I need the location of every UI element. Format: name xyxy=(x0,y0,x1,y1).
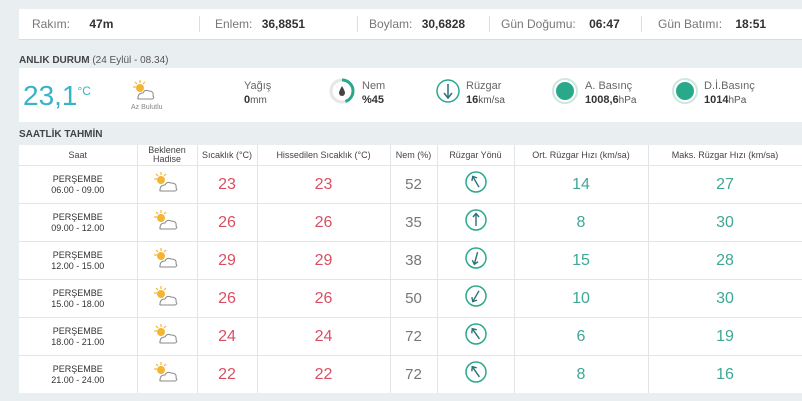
wind-direction-arrow-icon xyxy=(464,322,488,351)
longitude: Boylam: 30,6828 xyxy=(369,17,466,31)
table-row: PERŞEMBE 15.00 - 18.00 26 26 50 10 30 xyxy=(19,279,802,318)
cell-temp: 23 xyxy=(197,165,258,204)
cell-wind-dir xyxy=(437,279,515,318)
table-row: PERŞEMBE 21.00 - 24.00 22 22 72 8 16 xyxy=(19,355,802,393)
current-temperature: 23,1°C xyxy=(23,80,91,111)
cell-wind-max: 19 xyxy=(648,317,802,356)
wind-direction-arrow-icon xyxy=(464,360,488,389)
cell-wind-max: 30 xyxy=(648,279,802,318)
cell-humidity: 52 xyxy=(390,165,438,204)
cell-event xyxy=(137,203,198,242)
cell-event xyxy=(137,241,198,280)
cell-wind-avg: 15 xyxy=(514,241,649,280)
cell-period: PERŞEMBE 15.00 - 18.00 xyxy=(19,279,138,318)
current-title: ANLIK DURUM (24 Eylül - 08.34) xyxy=(19,55,169,66)
col-wind-avg: Ort. Rüzgar Hızı (km/sa) xyxy=(514,145,649,166)
latitude: Enlem: 36,8851 xyxy=(215,17,306,31)
cell-humidity: 38 xyxy=(390,241,438,280)
cell-wind-max: 16 xyxy=(648,355,802,393)
current-conditions: 23,1°C Az Bulutlu Yağış 0mm Nem %45 Rüzg… xyxy=(19,68,802,122)
cell-period: PERŞEMBE 12.00 - 15.00 xyxy=(19,241,138,280)
altitude: Rakım: 47m xyxy=(32,17,114,31)
pressure: A. Basınç 1008,6hPa xyxy=(585,80,637,106)
wind-direction-arrow-icon xyxy=(464,170,488,199)
cell-event xyxy=(137,165,198,204)
cell-feels: 26 xyxy=(257,203,391,242)
partly-sunny-icon xyxy=(131,78,157,107)
table-row: PERŞEMBE 09.00 - 12.00 26 26 35 8 30 xyxy=(19,203,802,242)
sunrise: Gün Doğumu: 06:47 xyxy=(501,17,620,31)
col-temp: Sıcaklık (°C) xyxy=(197,145,258,166)
cell-wind-dir xyxy=(437,165,515,204)
cell-period: PERŞEMBE 09.00 - 12.00 xyxy=(19,203,138,242)
cell-wind-max: 27 xyxy=(648,165,802,204)
partly-sunny-icon xyxy=(152,323,182,350)
cell-humidity: 35 xyxy=(390,203,438,242)
cell-temp: 26 xyxy=(197,279,258,318)
current-condition-text: Az Bulutlu xyxy=(131,104,163,111)
cell-wind-max: 28 xyxy=(648,241,802,280)
droplet-icon xyxy=(339,86,345,96)
col-wind-max: Maks. Rüzgar Hızı (km/sa) xyxy=(648,145,802,166)
cell-temp: 24 xyxy=(197,317,258,356)
cell-wind-dir xyxy=(437,355,515,393)
col-humidity: Nem (%) xyxy=(390,145,438,166)
sea-pressure-gauge-icon xyxy=(672,78,698,104)
partly-sunny-icon xyxy=(152,209,182,236)
cell-humidity: 72 xyxy=(390,355,438,393)
cell-feels: 24 xyxy=(257,317,391,356)
wind: Rüzgar 16km/sa xyxy=(466,80,505,106)
wind-direction-icon xyxy=(436,79,460,103)
cell-feels: 22 xyxy=(257,355,391,393)
col-event: Beklenen Hadise xyxy=(137,145,198,166)
col-time: Saat xyxy=(19,145,138,166)
cell-feels: 26 xyxy=(257,279,391,318)
wind-direction-arrow-icon xyxy=(464,246,488,275)
cell-wind-dir xyxy=(437,241,515,280)
cell-wind-avg: 6 xyxy=(514,317,649,356)
partly-sunny-icon xyxy=(152,285,182,312)
cell-event xyxy=(137,317,198,356)
partly-sunny-icon xyxy=(152,171,182,198)
cell-event xyxy=(137,279,198,318)
cell-feels: 23 xyxy=(257,165,391,204)
cell-humidity: 72 xyxy=(390,317,438,356)
cell-wind-dir xyxy=(437,203,515,242)
cell-event xyxy=(137,355,198,393)
wind-direction-arrow-icon xyxy=(464,208,488,237)
hourly-title: SAATLİK TAHMİN xyxy=(19,129,103,140)
cell-wind-avg: 10 xyxy=(514,279,649,318)
humidity-gauge xyxy=(329,78,355,104)
cell-period: PERŞEMBE 21.00 - 24.00 xyxy=(19,355,138,393)
precipitation: Yağış 0mm xyxy=(244,80,272,106)
cell-wind-dir xyxy=(437,317,515,356)
cell-period: PERŞEMBE 06.00 - 09.00 xyxy=(19,165,138,204)
cell-feels: 29 xyxy=(257,241,391,280)
cell-temp: 26 xyxy=(197,203,258,242)
table-header: Saat Beklenen Hadise Sıcaklık (°C) Hissed… xyxy=(19,145,802,166)
sunset: Gün Batımı: 18:51 xyxy=(658,17,767,31)
table-row: PERŞEMBE 12.00 - 15.00 29 29 38 15 28 xyxy=(19,241,802,280)
humidity: Nem %45 xyxy=(362,80,386,106)
cell-temp: 29 xyxy=(197,241,258,280)
pressure-gauge-icon xyxy=(552,78,578,104)
cell-wind-avg: 8 xyxy=(514,355,649,393)
cell-temp: 22 xyxy=(197,355,258,393)
cell-wind-avg: 8 xyxy=(514,203,649,242)
partly-sunny-icon xyxy=(152,361,182,388)
cell-wind-max: 30 xyxy=(648,203,802,242)
location-bar: Rakım: 47m Enlem: 36,8851 Boylam: 30,682… xyxy=(19,9,802,40)
hourly-forecast-table: Saat Beklenen Hadise Sıcaklık (°C) Hissed… xyxy=(19,145,802,393)
cell-humidity: 50 xyxy=(390,279,438,318)
table-row: PERŞEMBE 06.00 - 09.00 23 23 52 14 27 xyxy=(19,165,802,204)
table-row: PERŞEMBE 18.00 - 21.00 24 24 72 6 19 xyxy=(19,317,802,356)
sea-level-pressure: D.İ.Basınç 1014hPa xyxy=(704,80,755,106)
wind-direction-arrow-icon xyxy=(464,284,488,313)
cell-wind-avg: 14 xyxy=(514,165,649,204)
col-feels: Hissedilen Sıcaklık (°C) xyxy=(257,145,391,166)
cell-period: PERŞEMBE 18.00 - 21.00 xyxy=(19,317,138,356)
partly-sunny-icon xyxy=(152,247,182,274)
col-wind-dir: Rüzgar Yönü xyxy=(437,145,515,166)
